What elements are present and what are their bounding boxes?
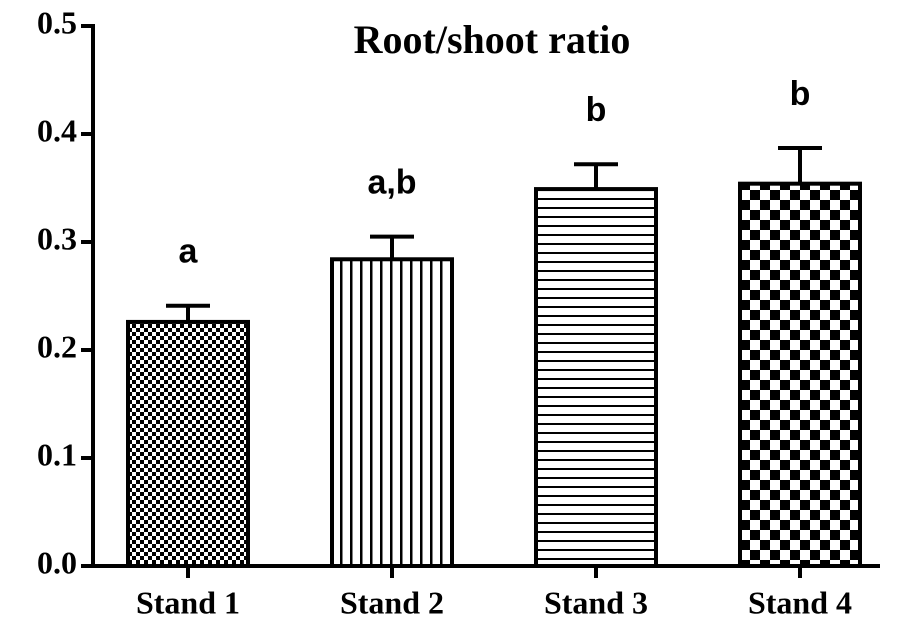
x-tick-label: Stand 3 [544, 584, 648, 620]
annotation: a [179, 233, 199, 271]
annotation: a,b [367, 164, 416, 202]
x-tick-label: Stand 4 [748, 584, 852, 620]
y-tick-label: 0.5 [37, 4, 77, 40]
y-tick-label: 0.3 [37, 220, 77, 256]
bar [126, 319, 250, 569]
y-tick-label: 0.2 [37, 328, 77, 364]
y-tick-label: 0.4 [37, 112, 77, 148]
bar [534, 187, 658, 569]
y-tick-label: 0.0 [37, 544, 77, 580]
chart-title: Root/shoot ratio [354, 17, 631, 62]
bar [738, 181, 862, 568]
x-tick-label: Stand 2 [340, 584, 444, 620]
annotation: b [586, 91, 607, 129]
bar [330, 257, 454, 568]
annotation: b [790, 75, 811, 113]
x-tick-label: Stand 1 [136, 584, 240, 620]
y-tick-label: 0.1 [37, 436, 77, 472]
